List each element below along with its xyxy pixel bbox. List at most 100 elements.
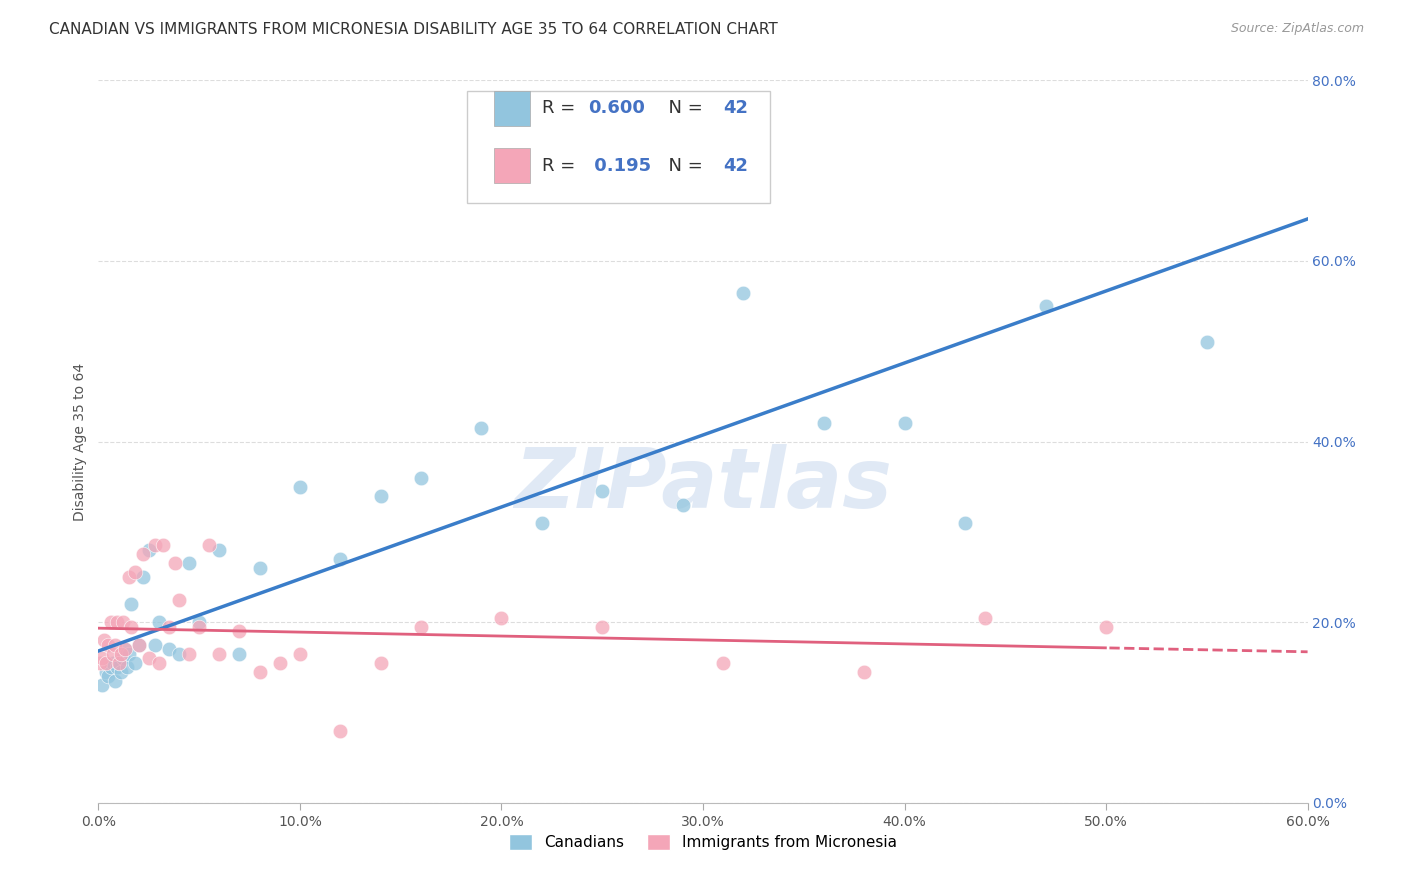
Point	[114, 642, 136, 657]
Text: N =: N =	[657, 156, 709, 175]
Point	[530, 516, 553, 530]
Point	[853, 665, 876, 679]
Point	[118, 570, 141, 584]
Point	[188, 615, 211, 630]
Point	[132, 548, 155, 562]
Point	[813, 417, 835, 431]
Bar	[494, 91, 530, 126]
Point	[269, 656, 291, 670]
Point	[110, 647, 132, 661]
Point	[105, 660, 128, 674]
Point	[105, 615, 128, 630]
Point	[114, 642, 136, 657]
Point	[163, 557, 186, 571]
Text: ZIPatlas: ZIPatlas	[515, 444, 891, 525]
Point	[1195, 335, 1218, 350]
Point	[143, 538, 166, 552]
Point	[93, 633, 115, 648]
Point	[96, 665, 118, 679]
Point	[96, 656, 118, 670]
Point	[1095, 620, 1118, 634]
Point	[179, 557, 201, 571]
Point	[329, 723, 352, 738]
Point	[124, 566, 146, 580]
Point	[249, 561, 271, 575]
Point	[179, 647, 201, 661]
Point	[893, 417, 915, 431]
Point	[118, 647, 141, 661]
Point	[128, 638, 150, 652]
Point	[103, 638, 125, 652]
Y-axis label: Disability Age 35 to 64: Disability Age 35 to 64	[73, 362, 87, 521]
Point	[409, 471, 432, 485]
Point	[111, 651, 134, 665]
Point	[103, 673, 125, 688]
Point	[1035, 299, 1057, 313]
Point	[138, 651, 160, 665]
Point	[148, 656, 170, 670]
Point	[491, 610, 513, 624]
Text: 42: 42	[724, 156, 748, 175]
Point	[97, 638, 120, 652]
Point	[329, 552, 352, 566]
Point	[733, 285, 755, 300]
Point	[672, 498, 695, 512]
Point	[91, 678, 114, 692]
Point	[101, 647, 124, 661]
Point	[120, 597, 142, 611]
Point	[208, 647, 231, 661]
Point	[152, 538, 174, 552]
Point	[974, 610, 997, 624]
Point	[157, 642, 180, 657]
Point	[409, 620, 432, 634]
Point	[143, 638, 166, 652]
Text: R =: R =	[543, 156, 581, 175]
Text: 0.600: 0.600	[588, 100, 645, 118]
Point	[188, 620, 211, 634]
Point	[148, 615, 170, 630]
Point	[591, 484, 613, 499]
Point	[128, 638, 150, 652]
Point	[167, 592, 190, 607]
FancyBboxPatch shape	[467, 91, 769, 203]
Point	[111, 615, 134, 630]
Point	[124, 656, 146, 670]
Point	[107, 656, 129, 670]
Point	[228, 624, 250, 639]
Point	[120, 620, 142, 634]
Point	[107, 656, 129, 670]
Point	[138, 542, 160, 557]
Point	[91, 651, 114, 665]
Text: R =: R =	[543, 100, 581, 118]
Point	[208, 542, 231, 557]
Point	[115, 660, 138, 674]
Bar	[494, 148, 530, 183]
Point	[89, 656, 111, 670]
Point	[711, 656, 734, 670]
Point	[1236, 55, 1258, 70]
Point	[591, 620, 613, 634]
Point	[249, 665, 271, 679]
Point	[470, 421, 492, 435]
Point	[953, 516, 976, 530]
Text: 0.195: 0.195	[588, 156, 651, 175]
Point	[100, 615, 122, 630]
Text: N =: N =	[657, 100, 709, 118]
Point	[198, 538, 221, 552]
Text: 42: 42	[724, 100, 748, 118]
Point	[370, 656, 392, 670]
Point	[110, 665, 132, 679]
Legend: Canadians, Immigrants from Micronesia: Canadians, Immigrants from Micronesia	[503, 829, 903, 856]
Text: CANADIAN VS IMMIGRANTS FROM MICRONESIA DISABILITY AGE 35 TO 64 CORRELATION CHART: CANADIAN VS IMMIGRANTS FROM MICRONESIA D…	[49, 22, 778, 37]
Point	[132, 570, 155, 584]
Text: Source: ZipAtlas.com: Source: ZipAtlas.com	[1230, 22, 1364, 36]
Point	[157, 620, 180, 634]
Point	[167, 647, 190, 661]
Point	[97, 669, 120, 683]
Point	[101, 656, 124, 670]
Point	[100, 660, 122, 674]
Point	[288, 480, 311, 494]
Point	[228, 647, 250, 661]
Point	[370, 489, 392, 503]
Point	[288, 647, 311, 661]
